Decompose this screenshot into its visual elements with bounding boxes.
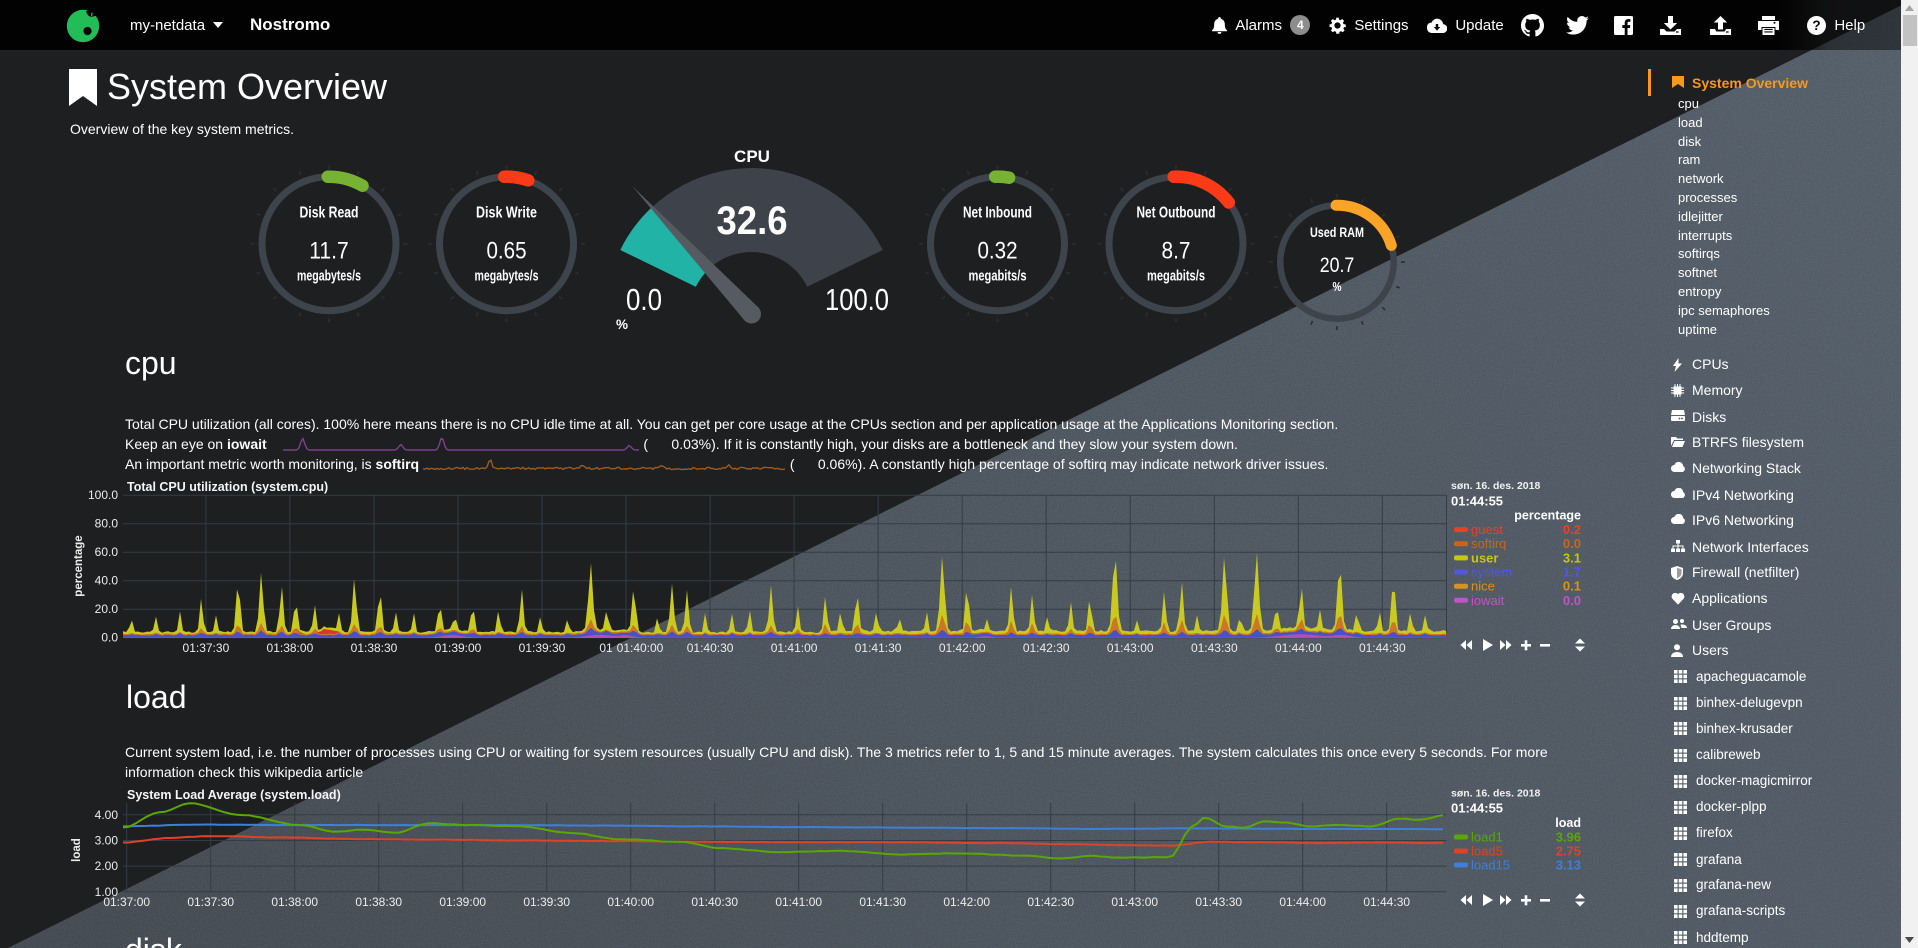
svg-text:0.65: 0.65	[487, 238, 527, 265]
svg-text:megabytes/s: megabytes/s	[297, 268, 361, 285]
svg-text:0.2: 0.2	[1563, 522, 1581, 537]
svg-text:01:44:00: 01:44:00	[1275, 641, 1322, 655]
svg-text:20.0: 20.0	[95, 602, 119, 616]
svg-text:user: user	[1471, 550, 1498, 565]
svg-text:01:39:30: 01:39:30	[519, 641, 566, 655]
svg-text:01:42:30: 01:42:30	[1027, 895, 1074, 909]
svg-text:iowait: iowait	[1471, 593, 1505, 608]
svg-text:2.75: 2.75	[1556, 844, 1581, 859]
svg-text:01:44:30: 01:44:30	[1359, 641, 1406, 655]
svg-text:01:44:30: 01:44:30	[1363, 895, 1410, 909]
svg-text:01:40:30: 01:40:30	[691, 895, 738, 909]
svg-text:0.32: 0.32	[978, 238, 1018, 265]
svg-text:01:39:30: 01:39:30	[523, 895, 570, 909]
svg-text:100.0: 100.0	[825, 282, 889, 317]
svg-text:01:42:00: 01:42:00	[943, 895, 990, 909]
svg-text:%: %	[1333, 279, 1342, 294]
svg-text:System Load Average (system.lo: System Load Average (system.load)	[127, 788, 341, 802]
svg-text:01:40:00: 01:40:00	[607, 895, 654, 909]
svg-text:01:40:00: 01:40:00	[617, 641, 664, 655]
svg-text:percentage: percentage	[73, 535, 85, 596]
svg-text:3.96: 3.96	[1556, 830, 1581, 845]
svg-text:megabytes/s: megabytes/s	[475, 268, 539, 285]
svg-text:load5: load5	[1471, 844, 1503, 859]
svg-text:01:42:00: 01:42:00	[939, 641, 986, 655]
svg-text:%: %	[616, 317, 628, 332]
svg-text:01:43:00: 01:43:00	[1111, 895, 1158, 909]
svg-text:100.0: 100.0	[88, 488, 118, 502]
svg-text:nice: nice	[1471, 579, 1495, 594]
svg-text:load: load	[71, 838, 83, 862]
svg-text:01:37:30: 01:37:30	[183, 641, 230, 655]
svg-text:system: system	[1471, 565, 1512, 580]
svg-text:softirq: softirq	[1471, 536, 1506, 551]
svg-text:Net Outbound: Net Outbound	[1137, 205, 1216, 222]
svg-text:01:43:30: 01:43:30	[1191, 641, 1238, 655]
svg-text:Disk Write: Disk Write	[476, 205, 537, 222]
svg-text:01:42:30: 01:42:30	[1023, 641, 1070, 655]
svg-text:01:38:00: 01:38:00	[271, 895, 318, 909]
svg-text:3.00: 3.00	[95, 834, 119, 848]
svg-text:01: 01	[599, 641, 613, 655]
svg-text:søn. 16. des. 2018: søn. 16. des. 2018	[1451, 480, 1540, 492]
svg-text:01:41:30: 01:41:30	[855, 641, 902, 655]
svg-text:20.7: 20.7	[1320, 254, 1355, 277]
svg-text:0.1: 0.1	[1563, 579, 1581, 594]
svg-text:0.0: 0.0	[1563, 593, 1581, 608]
svg-text:01:38:30: 01:38:30	[355, 895, 402, 909]
svg-text:8.7: 8.7	[1162, 238, 1191, 265]
svg-text:01:43:30: 01:43:30	[1195, 895, 1242, 909]
svg-text:megabits/s: megabits/s	[969, 268, 1027, 285]
svg-text:?: ?	[1812, 18, 1820, 33]
svg-text:0.0: 0.0	[101, 631, 118, 645]
svg-text:1.7: 1.7	[1563, 565, 1581, 580]
svg-text:01:38:30: 01:38:30	[351, 641, 398, 655]
svg-text:01:38:00: 01:38:00	[267, 641, 314, 655]
svg-text:load1: load1	[1471, 830, 1503, 845]
svg-text:Net Inbound: Net Inbound	[963, 205, 1032, 222]
svg-text:01:39:00: 01:39:00	[435, 641, 482, 655]
svg-text:percentage: percentage	[1514, 509, 1581, 523]
svg-text:01:37:30: 01:37:30	[187, 895, 234, 909]
svg-text:Used RAM: Used RAM	[1310, 225, 1364, 240]
svg-text:01:44:00: 01:44:00	[1279, 895, 1326, 909]
svg-text:60.0: 60.0	[95, 545, 119, 559]
svg-text:01:39:00: 01:39:00	[439, 895, 486, 909]
svg-text:load15: load15	[1471, 858, 1510, 873]
svg-text:40.0: 40.0	[95, 574, 119, 588]
svg-text:0.0: 0.0	[1563, 536, 1581, 551]
svg-text:megabits/s: megabits/s	[1147, 268, 1205, 285]
svg-text:4.00: 4.00	[95, 808, 119, 822]
svg-text:3.1: 3.1	[1563, 550, 1581, 565]
svg-text:0.0: 0.0	[626, 282, 662, 317]
svg-text:01:44:55: 01:44:55	[1451, 494, 1503, 509]
svg-text:01:37:00: 01:37:00	[103, 895, 150, 909]
svg-text:3.13: 3.13	[1556, 858, 1581, 873]
svg-text:søn. 16. des. 2018: søn. 16. des. 2018	[1451, 788, 1540, 800]
svg-text:11.7: 11.7	[309, 238, 349, 265]
svg-text:01:41:00: 01:41:00	[775, 895, 822, 909]
svg-text:01:43:00: 01:43:00	[1107, 641, 1154, 655]
svg-text:01:40:30: 01:40:30	[687, 641, 734, 655]
svg-text:32.6: 32.6	[717, 199, 788, 243]
svg-text:1.00: 1.00	[95, 885, 119, 899]
svg-text:01:44:55: 01:44:55	[1451, 801, 1503, 816]
svg-text:2.00: 2.00	[95, 859, 119, 873]
svg-text:80.0: 80.0	[95, 517, 119, 531]
svg-text:load: load	[1555, 816, 1581, 830]
svg-text:Total CPU utilization (system.: Total CPU utilization (system.cpu)	[127, 480, 328, 494]
svg-text:01:41:00: 01:41:00	[771, 641, 818, 655]
svg-text:CPU: CPU	[734, 147, 770, 166]
svg-text:guest: guest	[1471, 522, 1503, 537]
svg-text:01:41:30: 01:41:30	[859, 895, 906, 909]
svg-text:Disk Read: Disk Read	[300, 205, 359, 222]
